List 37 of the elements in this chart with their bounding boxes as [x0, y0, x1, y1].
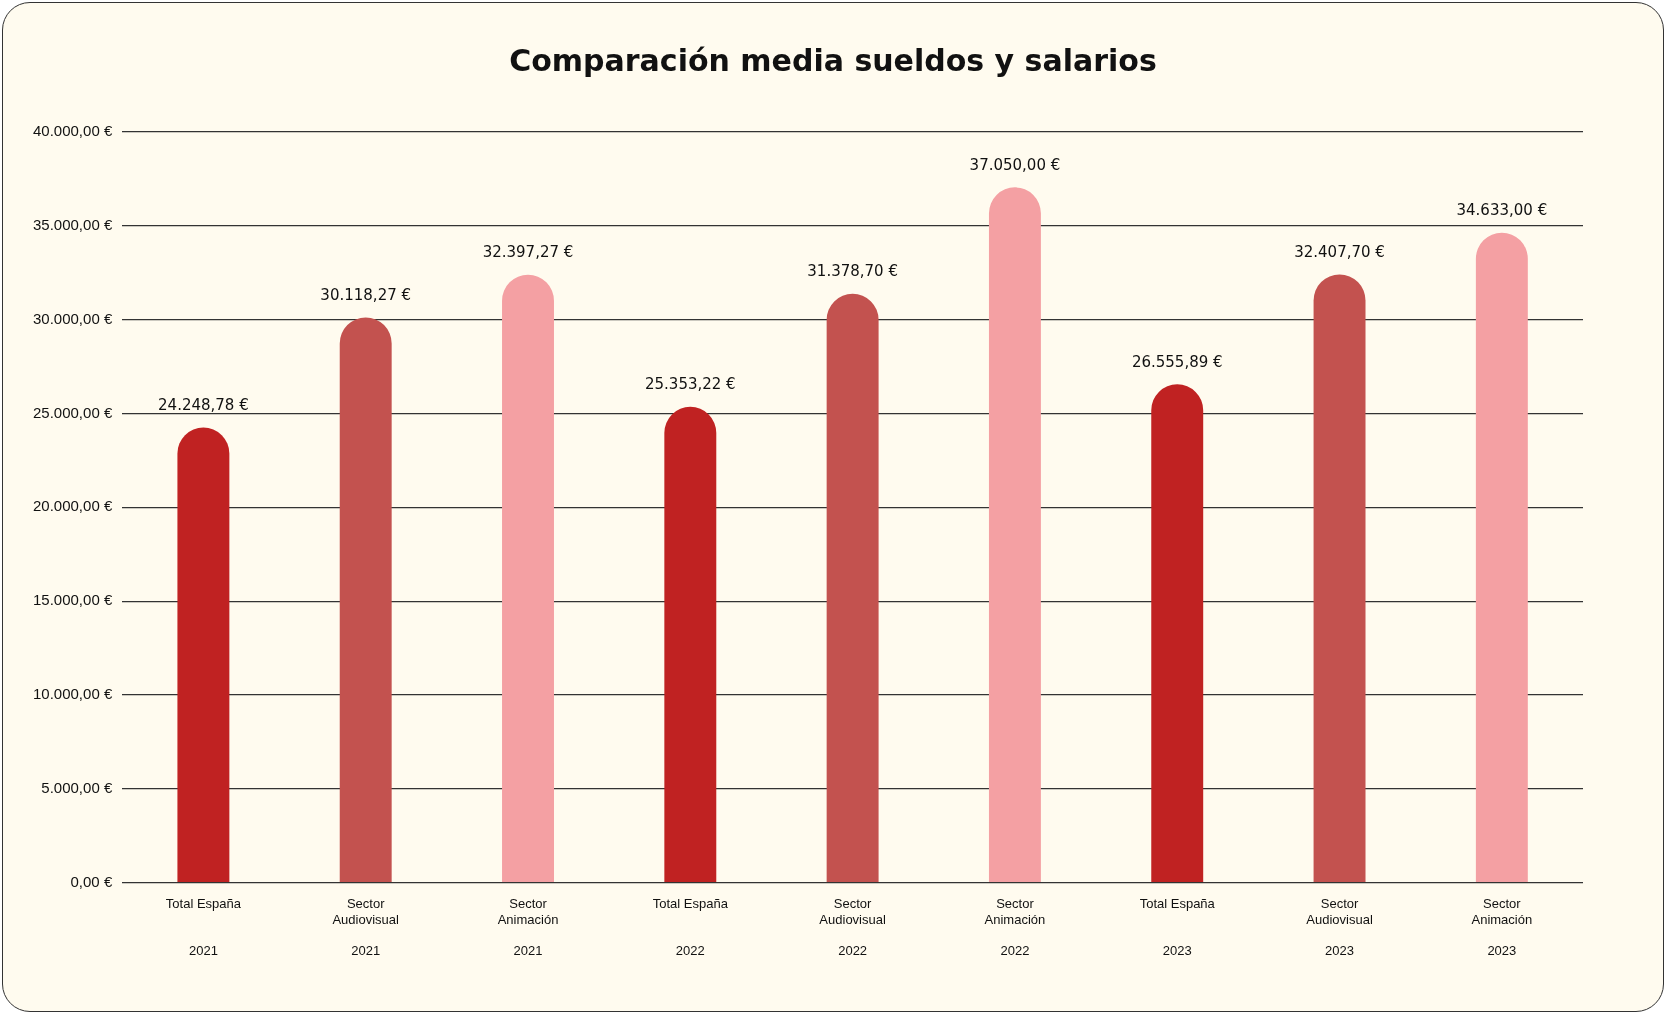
category-label: Total España 2022 — [652, 895, 728, 958]
category-label: Sector Animación 2021 — [497, 895, 559, 958]
data-label: 37.050,00 € — [969, 155, 1061, 174]
category-label: Total España 2023 — [1139, 895, 1215, 958]
category-label: Total España 2021 — [165, 895, 241, 958]
bar — [664, 406, 717, 882]
bar — [1151, 384, 1204, 882]
data-label: 31.378,70 € — [807, 262, 898, 281]
category-label: Sector Animación 2023 — [1471, 895, 1533, 958]
y-tick-label: 35.000,00 € — [32, 215, 113, 233]
data-label: 32.407,70 € — [1294, 242, 1385, 261]
category-label: Sector Animación 2022 — [984, 895, 1046, 958]
y-tick-label: 40.000,00 € — [32, 122, 113, 140]
y-tick-label: 20.000,00 € — [32, 497, 113, 515]
y-tick-label: 10.000,00 € — [32, 685, 113, 703]
data-label: 26.555,89 € — [1131, 352, 1223, 371]
y-tick-label: 15.000,00 € — [32, 591, 113, 609]
data-label: 30.118,27 € — [320, 285, 412, 304]
data-label: 24.248,78 € — [158, 395, 249, 414]
bar — [502, 274, 554, 882]
category-label: Sector Audiovisual 2021 — [332, 895, 399, 958]
y-tick-label: 25.000,00 € — [32, 403, 113, 421]
chart-title: Comparación media sueldos y salarios — [508, 43, 1158, 78]
data-label: 25.353,22 € — [644, 375, 736, 394]
bar — [826, 293, 879, 882]
category-label: Sector Audiovisual 2022 — [819, 895, 886, 958]
bar — [1475, 232, 1528, 882]
category-label: Sector Audiovisual 2023 — [1306, 895, 1373, 958]
bar — [177, 427, 230, 882]
bar — [1313, 274, 1366, 882]
y-tick-label: 30.000,00 € — [32, 309, 113, 327]
y-tick-label: 5.000,00 € — [41, 778, 113, 796]
bar — [988, 187, 1041, 882]
bar — [339, 317, 392, 882]
data-label: 34.633,00 € — [1456, 201, 1548, 220]
data-label: 32.397,27 € — [482, 243, 574, 262]
y-tick-label: 0,00 € — [70, 872, 113, 890]
